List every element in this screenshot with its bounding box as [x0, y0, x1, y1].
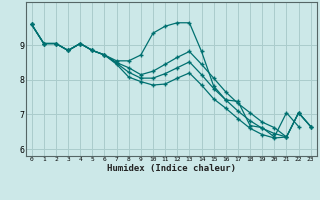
X-axis label: Humidex (Indice chaleur): Humidex (Indice chaleur)	[107, 164, 236, 173]
